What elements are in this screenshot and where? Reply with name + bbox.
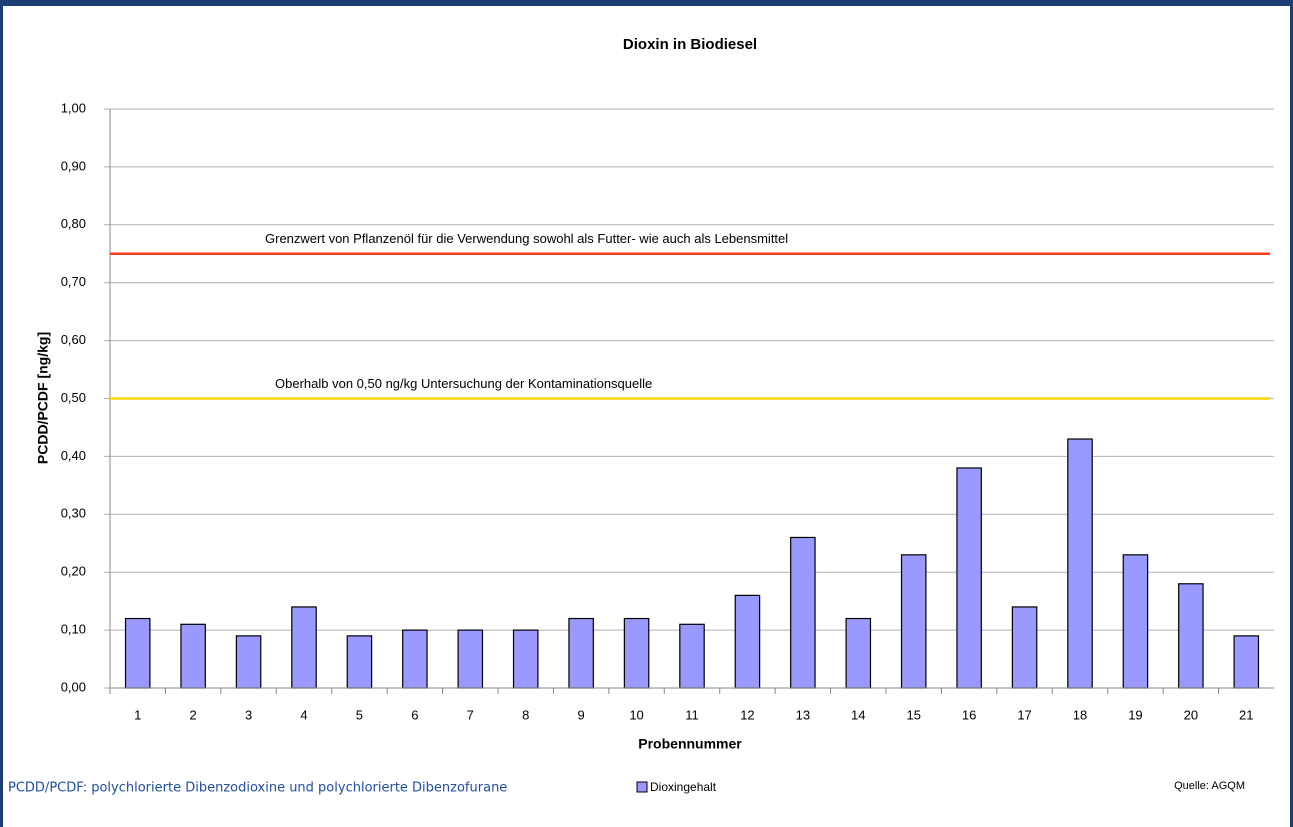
x-tick-label: 15 <box>906 707 920 722</box>
y-tick-label: 0,00 <box>61 679 86 694</box>
x-tick-label: 4 <box>300 707 307 722</box>
x-tick-label: 10 <box>629 707 643 722</box>
bar <box>679 623 705 689</box>
bar <box>180 623 206 689</box>
bar <box>956 467 982 689</box>
reference-label: Grenzwert von Pflanzenöl für die Verwend… <box>265 231 788 246</box>
bar <box>1122 554 1149 689</box>
legend-label: Dioxingehalt <box>650 780 717 794</box>
legend-swatch <box>636 781 648 793</box>
x-tick-label: 18 <box>1073 707 1087 722</box>
bar <box>124 617 151 689</box>
bar <box>623 617 650 689</box>
x-tick-label: 19 <box>1128 707 1142 722</box>
y-tick-label: 0,70 <box>61 274 86 289</box>
y-tick-label: 0,40 <box>61 448 86 463</box>
bar <box>734 594 761 689</box>
bar <box>235 635 262 689</box>
bar <box>457 629 484 689</box>
x-tick-label: 2 <box>190 707 197 722</box>
x-tick-label: 9 <box>578 707 585 722</box>
x-tick-label: 21 <box>1239 707 1253 722</box>
chart-title: Dioxin in Biodiesel <box>623 36 757 53</box>
y-tick-label: 0,80 <box>61 216 86 231</box>
x-tick-label: 1 <box>134 707 141 722</box>
x-tick-label: 17 <box>1017 707 1031 722</box>
x-tick-label: 7 <box>467 707 474 722</box>
bar <box>512 629 539 689</box>
bar <box>845 617 872 689</box>
y-tick-label: 0,10 <box>61 622 86 637</box>
x-tick-label: 8 <box>522 707 529 722</box>
y-tick-label: 0,20 <box>61 564 86 579</box>
y-tick-label: 0,30 <box>61 506 86 521</box>
x-tick-label: 11 <box>685 707 699 722</box>
x-tick-label: 3 <box>245 707 252 722</box>
y-tick-label: 0,60 <box>61 332 86 347</box>
y-tick-label: 0,90 <box>61 158 86 173</box>
x-tick-label: 5 <box>356 707 363 722</box>
bar <box>790 536 816 689</box>
bar <box>402 629 428 689</box>
bar <box>1233 635 1260 689</box>
y-tick-label: 1,00 <box>61 100 86 115</box>
x-tick-label: 14 <box>851 707 865 722</box>
x-tick-label: 20 <box>1184 707 1198 722</box>
bar <box>291 606 317 689</box>
x-tick-label: 12 <box>740 707 754 722</box>
bar <box>900 554 927 689</box>
y-tick-label: 0,50 <box>61 390 86 405</box>
bar <box>1011 606 1038 689</box>
reference-label: Oberhalb von 0,50 ng/kg Untersuchung der… <box>275 376 652 391</box>
x-tick-label: 16 <box>962 707 976 722</box>
source: Quelle: AGQM <box>1174 780 1245 792</box>
bar <box>1067 438 1093 689</box>
bar <box>346 635 373 689</box>
y-axis-label: PCDD/PCDF [ng/kg] <box>35 332 51 464</box>
footnote: PCDD/PCDF: polychlorierte Dibenzodioxine… <box>8 781 507 796</box>
bar <box>1178 583 1204 689</box>
x-tick-label: 6 <box>411 707 418 722</box>
x-axis-label: Probennummer <box>638 736 742 752</box>
bar <box>568 617 594 689</box>
x-tick-label: 13 <box>796 707 810 722</box>
